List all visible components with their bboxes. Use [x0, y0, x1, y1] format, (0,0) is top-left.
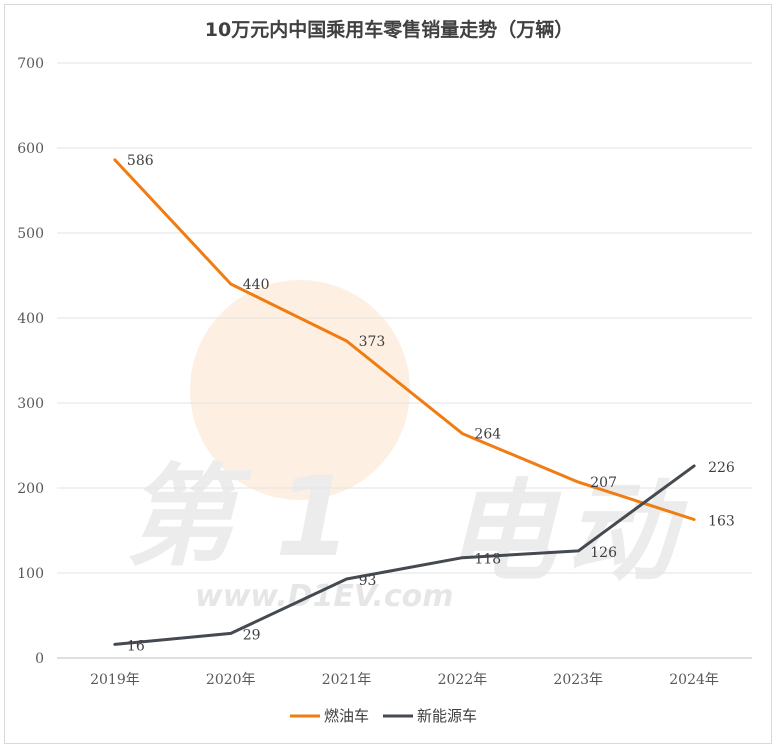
y-tick-label: 300 — [17, 396, 44, 412]
data-label: 207 — [590, 475, 617, 491]
watermark-char-2: 1 — [275, 453, 352, 581]
chart-title: 10万元内中国乘用车零售销量走势（万辆） — [205, 18, 573, 41]
watermark: 第 1 电 动 www.D1EV.com — [125, 280, 688, 614]
x-tick-label: 2019年 — [90, 672, 140, 688]
y-tick-label: 500 — [17, 226, 44, 242]
x-tick-label: 2022年 — [438, 672, 488, 688]
series-line-0 — [113, 158, 696, 521]
x-axis-ticks: 2019年 2020年 2021年 2022年 2023年 2024年 — [90, 672, 719, 688]
y-tick-label: 700 — [17, 56, 44, 72]
series-lines — [113, 158, 696, 646]
legend-label-fuel: 燃油车 — [324, 707, 369, 725]
watermark-mascot-shape — [190, 280, 410, 500]
data-labels: 586 440 373 264 207 163 16 29 93 118 126 226 — [127, 153, 735, 655]
watermark-char-1: 第 — [125, 453, 253, 581]
y-axis-ticks: 0 100 200 300 400 500 600 700 — [17, 56, 44, 667]
data-label: 226 — [708, 460, 735, 476]
data-label: 264 — [474, 427, 501, 443]
data-label: 16 — [127, 638, 145, 654]
watermark-char-4: 动 — [565, 468, 688, 596]
gridlines — [57, 62, 752, 659]
y-tick-label: 400 — [17, 311, 44, 327]
data-label: 163 — [708, 513, 735, 529]
data-label: 373 — [359, 334, 386, 350]
x-tick-label: 2023年 — [553, 672, 603, 688]
watermark-url: www.D1EV.com — [195, 579, 454, 614]
data-label: 440 — [243, 277, 270, 293]
x-tick-label: 2021年 — [322, 672, 372, 688]
x-tick-label: 2020年 — [206, 672, 256, 688]
data-label: 93 — [359, 573, 377, 589]
series-line-1 — [113, 464, 696, 646]
data-label: 126 — [590, 545, 617, 561]
legend-label-nev: 新能源车 — [417, 707, 477, 725]
data-label: 586 — [127, 153, 154, 169]
x-tick-label: 2024年 — [669, 672, 719, 688]
watermark-char-3: 电 — [445, 468, 562, 596]
legend: 燃油车 新能源车 — [290, 707, 477, 725]
y-tick-label: 200 — [17, 481, 44, 497]
data-label: 29 — [243, 627, 261, 643]
y-tick-label: 600 — [17, 141, 44, 157]
y-tick-label: 0 — [35, 651, 44, 667]
data-label: 118 — [474, 552, 501, 568]
y-tick-label: 100 — [17, 566, 44, 582]
